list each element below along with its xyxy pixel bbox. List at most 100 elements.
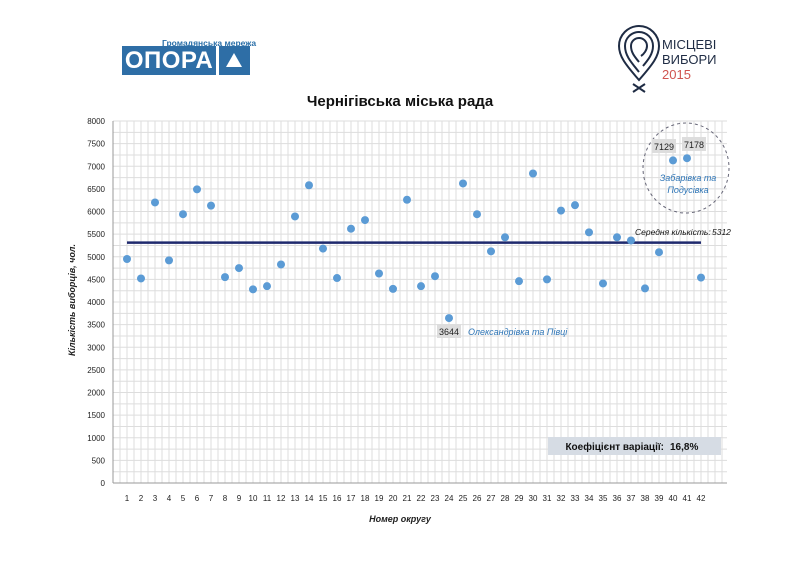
y-tick-label: 5000 (87, 253, 105, 262)
highlight-ellipse (642, 122, 730, 214)
data-point (291, 212, 299, 221)
data-point (655, 248, 663, 257)
data-point (543, 275, 551, 284)
y-tick-label: 4000 (87, 298, 105, 307)
x-tick-label: 28 (501, 494, 510, 503)
x-tick-label: 2 (139, 494, 144, 503)
triangle-icon (219, 46, 250, 75)
x-tick-label: 34 (585, 494, 594, 503)
x-tick-label: 6 (195, 494, 200, 503)
y-tick-label: 3000 (87, 343, 105, 352)
data-point (305, 181, 313, 190)
data-point (123, 255, 131, 264)
x-tick-label: 7 (209, 494, 214, 503)
x-ticks: 1 2 3 4 5 6 7 8 9 10 11 12 13 14 15 16 17 18 19 20 21 22 23 24 2… (125, 494, 706, 503)
note-41-line1: Забарівка та (660, 173, 716, 183)
x-tick-label: 27 (487, 494, 496, 503)
data-point (375, 269, 383, 278)
note-41-line2: Подусівка (667, 185, 708, 195)
data-point (445, 314, 453, 323)
data-point (599, 279, 607, 288)
x-tick-label: 13 (291, 494, 300, 503)
x-tick-label: 14 (305, 494, 314, 503)
x-tick-label: 33 (571, 494, 580, 503)
elections-year: 2015 (662, 67, 691, 82)
data-point (277, 260, 285, 269)
y-tick-label: 4500 (87, 275, 105, 284)
elections-line1: МІСЦЕВІ (662, 37, 717, 52)
y-tick-label: 3500 (87, 321, 105, 330)
x-tick-label: 22 (417, 494, 426, 503)
data-point (529, 169, 537, 178)
data-point (403, 195, 411, 204)
y-tick-label: 500 (92, 456, 106, 465)
x-tick-label: 11 (263, 494, 272, 503)
label-40: 7129 (654, 142, 674, 152)
y-ticks: 0 500 1000 1500 2000 2500 3000 3500 4000 4500 5000… (87, 117, 105, 488)
data-point (333, 274, 341, 283)
data-point (389, 284, 397, 293)
y-tick-label: 8000 (87, 117, 105, 126)
mean-label: Середня кількість: (635, 227, 711, 237)
y-axis-label: Кількість виборців, чол. (67, 244, 77, 356)
data-point (347, 224, 355, 233)
data-point (641, 284, 649, 293)
y-tick-label: 7500 (87, 140, 105, 149)
x-tick-label: 20 (389, 494, 398, 503)
x-tick-label: 36 (613, 494, 622, 503)
x-tick-label: 16 (333, 494, 342, 503)
x-tick-label: 19 (375, 494, 384, 503)
x-tick-label: 24 (445, 494, 454, 503)
data-point (165, 256, 173, 265)
x-tick-label: 40 (669, 494, 678, 503)
x-tick-label: 1 (125, 494, 130, 503)
data-point (697, 273, 705, 282)
x-tick-label: 12 (277, 494, 286, 503)
data-point (207, 201, 215, 210)
x-tick-label: 35 (599, 494, 608, 503)
data-point (627, 236, 635, 245)
data-point (193, 185, 201, 194)
y-tick-label: 5500 (87, 230, 105, 239)
data-point (515, 277, 523, 286)
data-point (487, 247, 495, 256)
x-tick-label: 8 (223, 494, 228, 503)
data-points (123, 154, 705, 323)
x-tick-label: 41 (683, 494, 692, 503)
opora-subtitle: Громадянська мережа (162, 38, 257, 48)
y-tick-label: 1500 (87, 411, 105, 420)
label-bg-40 (652, 139, 676, 153)
data-point (431, 272, 439, 281)
x-tick-label: 4 (167, 494, 172, 503)
y-tick-label: 2000 (87, 389, 105, 398)
data-point (221, 273, 229, 282)
elections-logo-text: МІСЦЕВІ ВИБОРИ 2015 (662, 37, 717, 82)
x-tick-label: 39 (655, 494, 664, 503)
cv-box (548, 437, 721, 455)
x-tick-label: 37 (627, 494, 636, 503)
x-tick-label: 38 (641, 494, 650, 503)
label-bg-41 (682, 137, 706, 151)
x-tick-label: 15 (319, 494, 328, 503)
data-point (501, 233, 509, 242)
data-point (417, 282, 425, 291)
y-tick-label: 0 (101, 479, 106, 488)
mean-value: 5312 (712, 227, 731, 237)
cv-value: 16,8% (670, 442, 698, 453)
data-point (683, 154, 691, 163)
y-tick-label: 6500 (87, 185, 105, 194)
cv-label: Коефіцієнт варіації: (565, 441, 664, 453)
data-point (235, 264, 243, 273)
label-41: 7178 (684, 140, 704, 150)
x-tick-label: 42 (697, 494, 706, 503)
data-point (459, 179, 467, 188)
x-tick-label: 17 (347, 494, 356, 503)
data-point (151, 198, 159, 207)
opora-logo-text: ОПОРА (122, 46, 216, 75)
x-axis-label: Номер округу (369, 514, 432, 524)
data-point (613, 233, 621, 242)
grid (112, 120, 727, 484)
